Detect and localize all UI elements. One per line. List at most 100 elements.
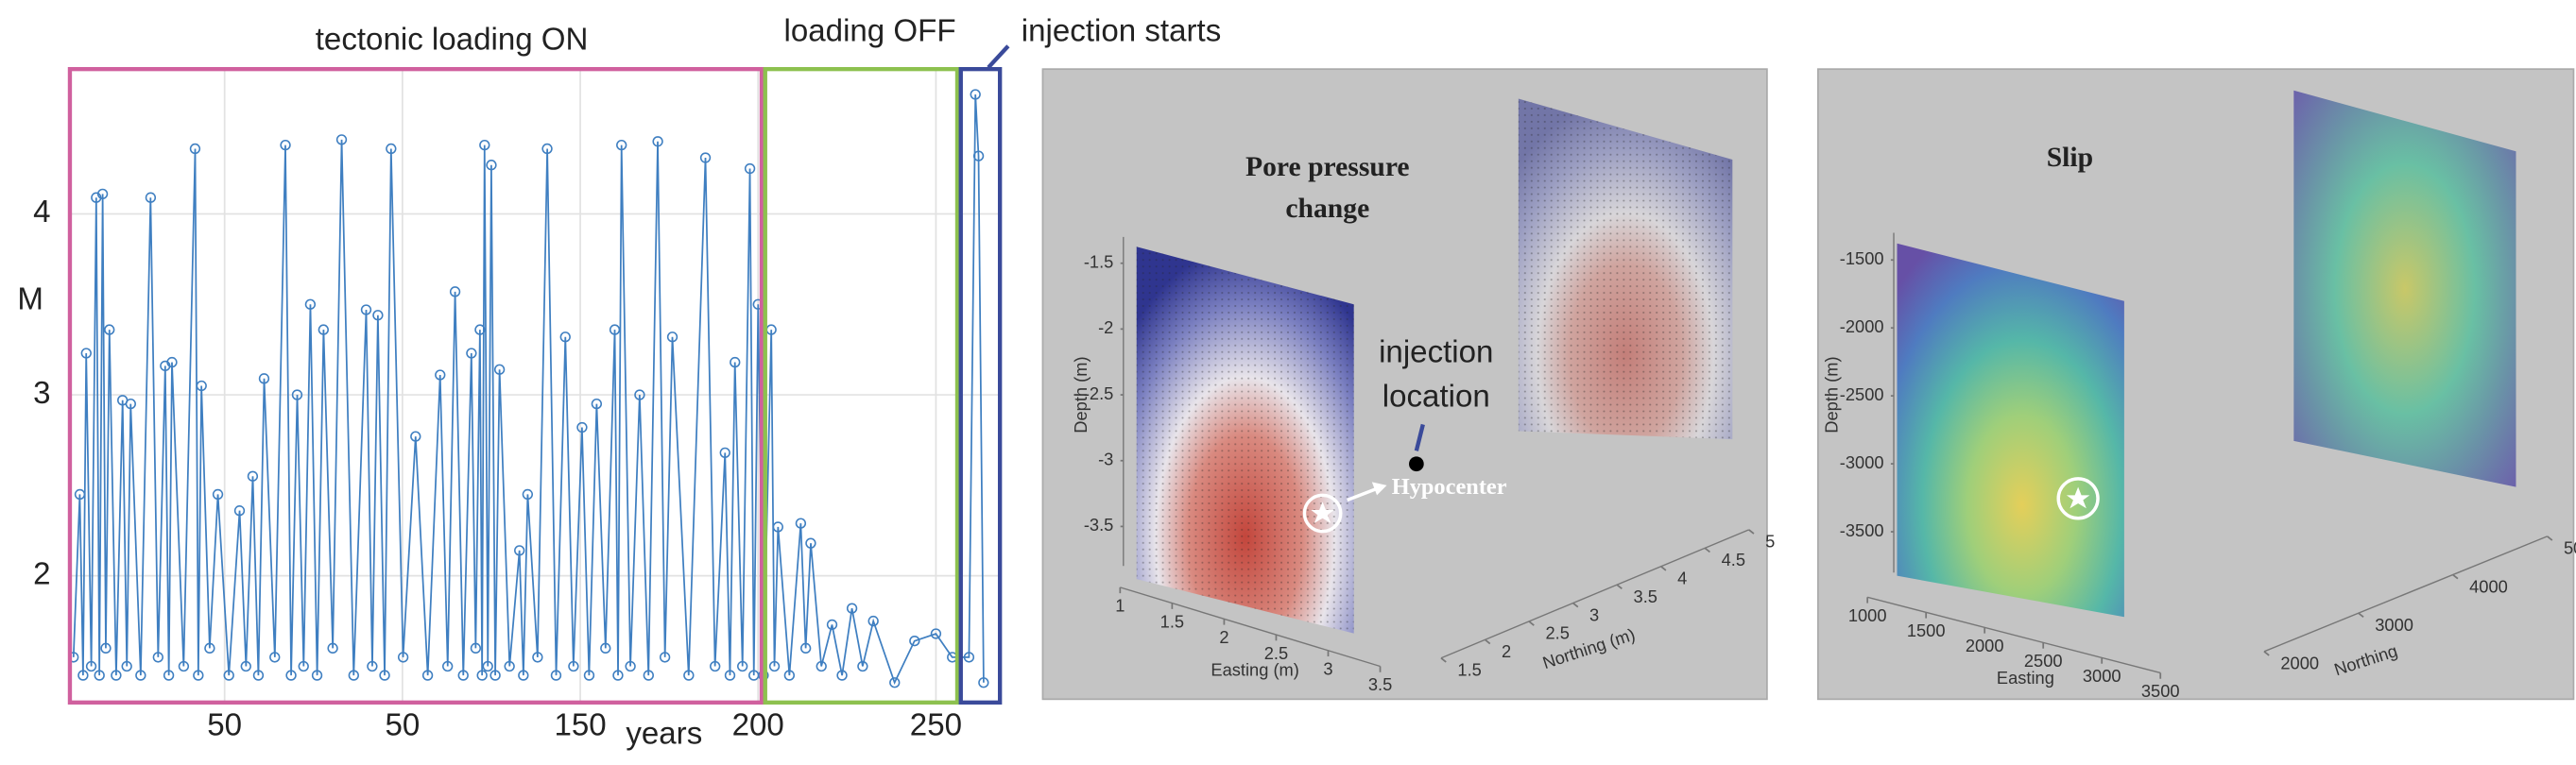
marker [247,470,259,482]
hypocenter-circle [1302,493,1343,534]
region-box [67,66,764,705]
marker [643,670,654,681]
tick-mark [1484,638,1491,645]
tick-label: -2.5 [1084,383,1114,403]
tick-label: 4000 [2469,576,2508,596]
tick-label: 1.5 [1457,660,1481,680]
y-tick-label: 4 [33,195,50,230]
marker [74,488,86,501]
marker [609,324,621,335]
marker [970,89,981,100]
marker [625,660,636,672]
tick-mark [1528,620,1535,626]
marker [486,160,497,171]
tick-label: 5 [1765,532,1775,552]
tick-mark [1616,584,1623,589]
tick-mark [2547,536,2553,541]
data-line [72,94,985,686]
marker [449,286,461,298]
tick-label: 2500 [2024,651,2063,671]
tick-label: -2 [1098,317,1113,337]
marker [559,332,571,343]
marker [304,298,317,310]
marker [96,188,109,200]
marker [335,134,348,145]
axis-label: Depth (m) [1821,356,1841,433]
tick-label: 3.5 [1368,674,1392,694]
marker [166,356,178,368]
x-tick-label: 200 [732,708,784,743]
marker [591,398,603,410]
tick-label: 1500 [1907,620,1946,640]
marker [269,652,281,663]
marker [504,660,515,672]
surface-back [2293,90,2516,487]
tick-label: 5000 [2564,538,2576,558]
y-tick-label: 3 [33,376,50,411]
tick-label: 1000 [1848,605,1887,625]
marker [479,139,490,151]
marker [846,603,858,614]
marker [111,670,122,681]
marker [125,398,136,410]
marker [163,670,175,681]
tick-label: -3000 [1840,452,1884,472]
tick-label: -1500 [1840,248,1884,268]
marker [795,518,807,529]
marker [435,369,446,381]
marker [909,635,920,647]
x-tick-label: 150 [554,708,606,743]
marker [724,670,736,681]
arrow [1347,486,1378,502]
marker [493,364,506,375]
marker [978,677,989,688]
marker [826,619,838,631]
axis-label: Easting [1997,668,2054,688]
marker [612,670,624,681]
marker [583,670,595,681]
region-box [763,66,960,705]
marker [258,373,270,384]
region-box [958,66,1003,705]
marker [518,670,529,681]
marker [568,660,579,672]
marker [145,192,157,203]
tick-label: -2000 [1840,316,1884,336]
marker [783,670,796,681]
tick-label: 2.5 [1545,623,1569,643]
x-tick-label: 250 [910,708,962,743]
marker [233,505,246,517]
hypocenter-circle [2056,477,2100,520]
injection-point [1409,456,1424,472]
region-label: injection starts [1022,14,1221,49]
panel-title: change [1285,194,1369,224]
y-tick-label: 2 [33,556,50,591]
marker [311,670,323,681]
y-axis-label: M [17,282,43,317]
axis-line [1440,529,1750,659]
marker [360,304,372,315]
tick-label: 3 [1323,658,1332,678]
marker [532,652,543,663]
marker [121,660,132,672]
marker [836,670,848,681]
marker [867,615,879,627]
marker [94,670,105,681]
tick-label: 3000 [2375,615,2413,635]
marker [930,628,942,639]
tick-mark [1748,529,1755,535]
panel-title: Slip [2047,143,2093,173]
marker [772,521,783,533]
axis-line [1866,596,2161,674]
marker [421,670,434,681]
star [2066,486,2090,509]
marker [252,670,265,681]
marker [489,670,501,681]
tick-label: -2500 [1840,384,1884,404]
marker [348,670,359,681]
tick-mark [2358,612,2364,619]
marker [298,660,309,672]
annotation: Hypocenter [1392,474,1507,500]
marker [189,143,201,155]
marker [291,389,303,400]
